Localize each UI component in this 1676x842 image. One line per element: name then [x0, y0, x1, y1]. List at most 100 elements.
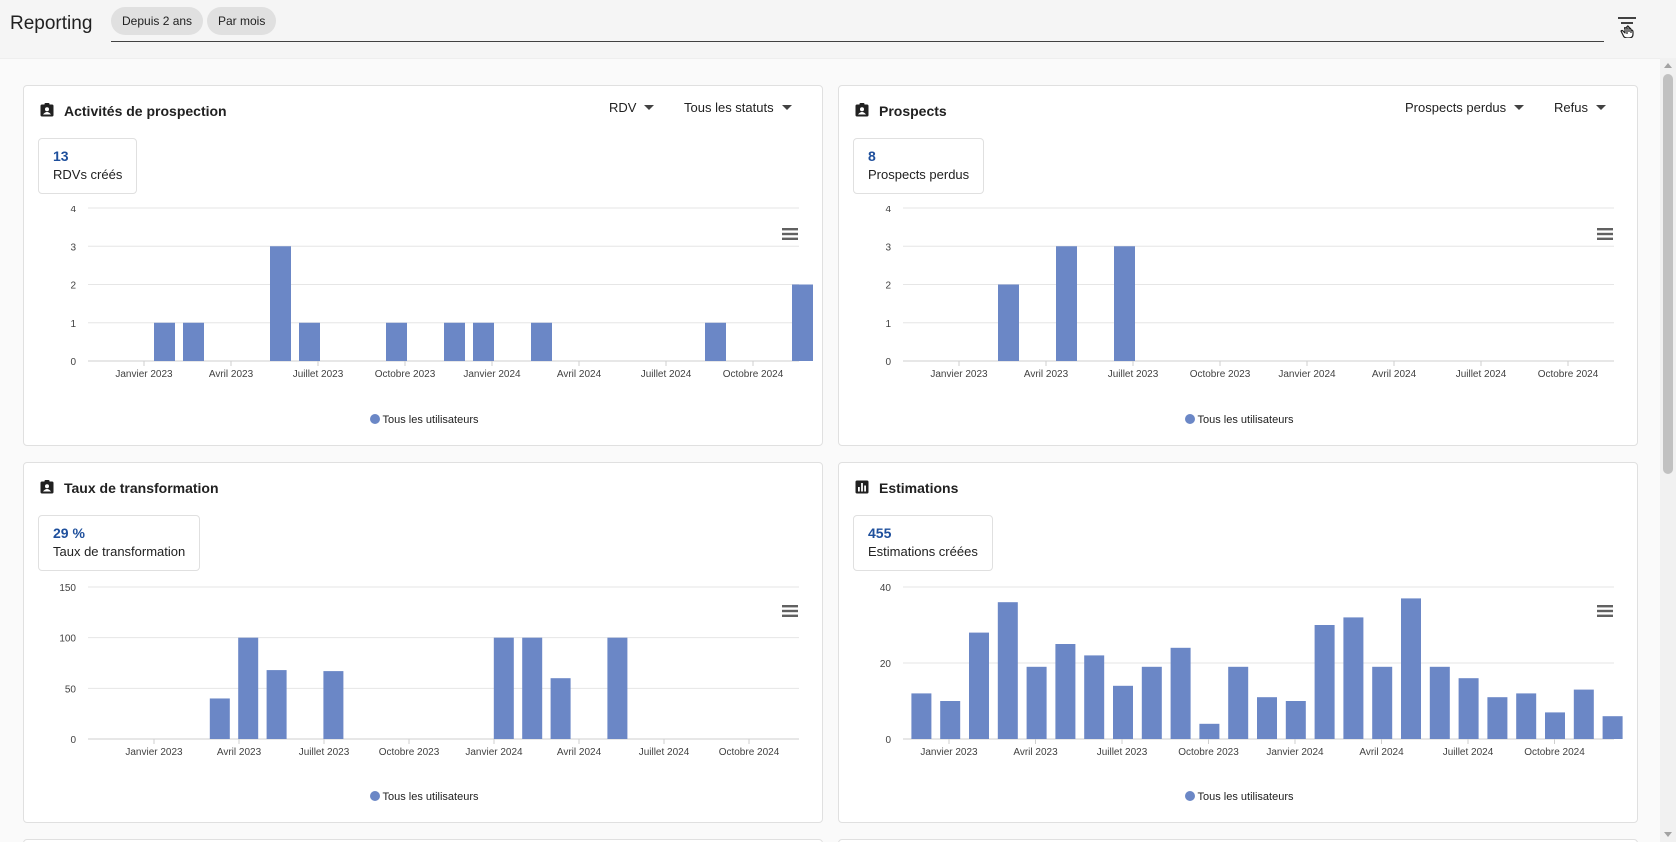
- chart-menu-icon[interactable]: [782, 227, 798, 241]
- reason-dropdown[interactable]: Refus: [1554, 100, 1606, 115]
- chart-bar[interactable]: [531, 322, 552, 361]
- legend-dot: [1184, 414, 1195, 424]
- top-bar: Reporting Depuis 2 ans Par mois: [0, 0, 1676, 58]
- x-tick-label: Janvier 2024: [1278, 369, 1336, 380]
- chart-menu-icon[interactable]: [1597, 604, 1613, 618]
- chart-bar[interactable]: [940, 701, 961, 739]
- chart-bar[interactable]: [705, 322, 726, 361]
- chart-bar[interactable]: [1314, 625, 1335, 739]
- chart-bar[interactable]: [792, 284, 813, 362]
- chart-bar[interactable]: [1343, 617, 1364, 739]
- x-tick-label: Avril 2024: [1359, 747, 1404, 758]
- chart-bar[interactable]: [1487, 697, 1508, 739]
- chart-bar[interactable]: [1199, 723, 1220, 739]
- chart-bar[interactable]: [1401, 598, 1421, 739]
- chart-bar[interactable]: [299, 322, 320, 361]
- chart-bar[interactable]: [1056, 246, 1077, 361]
- card-taux-transformation: Taux de transformation 29 % Taux de tran…: [23, 462, 823, 823]
- x-tick-label: Octobre 2024: [1538, 369, 1599, 380]
- x-tick-label: Janvier 2024: [463, 369, 521, 380]
- chart-bar[interactable]: [969, 632, 989, 739]
- chart-legend[interactable]: Tous les utilisateurs: [24, 414, 824, 426]
- chart-bar[interactable]: [1026, 666, 1047, 739]
- chart-bar[interactable]: [1545, 712, 1565, 739]
- y-tick-label: 40: [880, 583, 892, 594]
- kpi-label: Taux de transformation: [53, 544, 186, 559]
- kpi-label: Prospects perdus: [868, 167, 970, 182]
- filter-icon[interactable]: [1617, 16, 1637, 38]
- chart-bar[interactable]: [1055, 644, 1076, 739]
- chart-bar[interactable]: [1141, 666, 1162, 739]
- x-tick-label: Avril 2023: [209, 369, 254, 380]
- type-dropdown[interactable]: RDV: [609, 100, 655, 115]
- chart-bar[interactable]: [998, 284, 1019, 362]
- kpi-value: 13: [53, 148, 69, 164]
- x-tick-label: Octobre 2023: [379, 747, 440, 758]
- chart-bar[interactable]: [1257, 697, 1277, 739]
- card-title: Estimations: [879, 480, 959, 496]
- granularity-filter-chip[interactable]: Par mois: [207, 7, 277, 35]
- chart-bar[interactable]: [607, 637, 628, 739]
- y-tick-label: 100: [59, 634, 76, 645]
- status-dropdown[interactable]: Tous les statuts: [684, 100, 792, 115]
- chart-bar[interactable]: [386, 322, 407, 361]
- chart-bar[interactable]: [154, 322, 175, 361]
- chart-legend[interactable]: Tous les utilisateurs: [24, 791, 824, 803]
- period-filter-chip[interactable]: Depuis 2 ans: [111, 7, 204, 35]
- chart-bar[interactable]: [1429, 666, 1450, 739]
- x-tick-label: Janvier 2024: [1266, 747, 1324, 758]
- reason-dropdown-label: Refus: [1554, 100, 1588, 115]
- y-tick-label: 0: [70, 357, 76, 368]
- chart-legend[interactable]: Tous les utilisateurs: [839, 791, 1639, 803]
- chart-menu-icon[interactable]: [1597, 227, 1613, 241]
- chart-bar[interactable]: [1114, 246, 1135, 361]
- x-tick-label: Janvier 2024: [465, 747, 523, 758]
- chart-bar[interactable]: [1372, 666, 1393, 739]
- contact-card-icon: [40, 103, 54, 117]
- chart-bar[interactable]: [473, 322, 494, 361]
- x-tick-label: Octobre 2023: [1190, 369, 1251, 380]
- chart-menu-icon[interactable]: [782, 604, 798, 618]
- card-activites-prospection: Activités de prospection RDV Tous les st…: [23, 85, 823, 446]
- scroll-down-arrow-icon[interactable]: [1664, 832, 1672, 837]
- y-tick-label: 4: [885, 206, 891, 215]
- chart-bar[interactable]: [266, 670, 287, 739]
- chart-bar[interactable]: [209, 698, 230, 739]
- chart-bar[interactable]: [1516, 693, 1537, 739]
- y-tick-label: 0: [70, 735, 76, 746]
- chart-bar[interactable]: [1228, 666, 1249, 739]
- chart-bar[interactable]: [1458, 678, 1479, 739]
- chart-bar[interactable]: [997, 602, 1018, 739]
- chart-bar[interactable]: [444, 322, 465, 361]
- x-tick-label: Juillet 2024: [639, 747, 690, 758]
- chart-bar[interactable]: [522, 637, 543, 739]
- y-tick-label: 50: [65, 684, 77, 695]
- chart-bar[interactable]: [270, 246, 291, 361]
- y-tick-label: 1: [885, 319, 891, 330]
- chart-bar[interactable]: [1573, 689, 1594, 739]
- prospect-type-dropdown[interactable]: Prospects perdus: [1405, 100, 1525, 115]
- chart-bar[interactable]: [550, 678, 571, 739]
- chart-bar[interactable]: [323, 671, 344, 739]
- chart-bar[interactable]: [1113, 685, 1133, 739]
- page-scrollbar[interactable]: [1660, 58, 1676, 842]
- scrollbar-thumb[interactable]: [1663, 74, 1673, 474]
- y-tick-label: 3: [885, 242, 891, 253]
- chart-bar[interactable]: [1602, 716, 1623, 739]
- chart-legend[interactable]: Tous les utilisateurs: [839, 414, 1639, 426]
- y-tick-label: 3: [70, 242, 76, 253]
- kpi-box: 13 RDVs créés: [38, 138, 138, 194]
- scroll-up-arrow-icon[interactable]: [1664, 63, 1672, 68]
- chart-bar[interactable]: [911, 693, 932, 739]
- chart-bar[interactable]: [1285, 701, 1306, 739]
- legend-label: Tous les utilisateurs: [1197, 791, 1294, 803]
- contact-card-icon: [855, 103, 869, 117]
- chart-bar[interactable]: [1170, 647, 1191, 739]
- x-tick-label: Juillet 2024: [641, 369, 692, 380]
- chart-bar[interactable]: [238, 637, 259, 739]
- chart-bar[interactable]: [183, 322, 204, 361]
- x-tick-label: Octobre 2023: [1178, 747, 1239, 758]
- chart-bar[interactable]: [1084, 655, 1105, 739]
- y-tick-label: 0: [885, 357, 891, 368]
- chart-bar[interactable]: [493, 637, 514, 739]
